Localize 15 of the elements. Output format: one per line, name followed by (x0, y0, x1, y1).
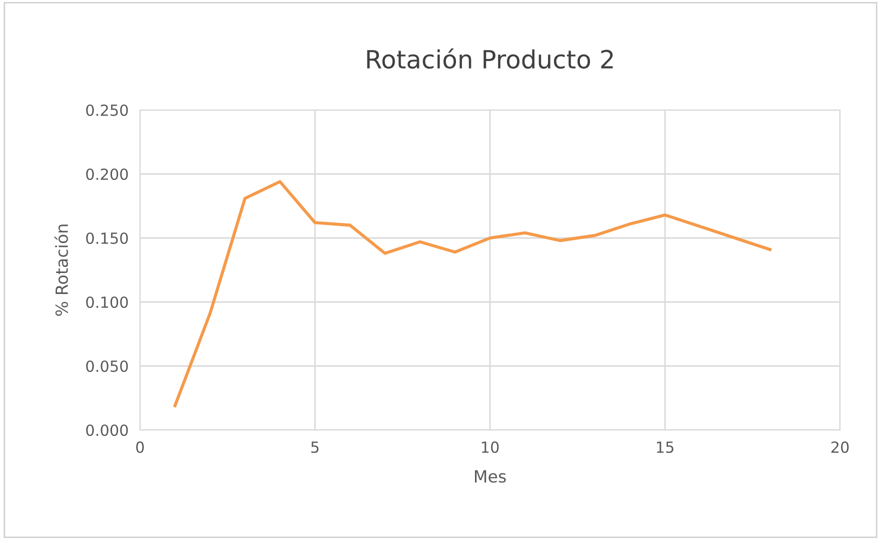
y-tick-label: 0.150 (86, 232, 128, 244)
x-axis-title: Mes (474, 470, 506, 483)
x-tick-label: 15 (656, 442, 674, 453)
y-tick-label: 0.100 (86, 296, 128, 308)
chart-title: Rotación Producto 2 (367, 48, 613, 69)
y-axis-title: % Rotación (54, 224, 68, 316)
x-tick-label: 5 (311, 442, 319, 453)
line-series (173, 180, 772, 408)
y-tick-label: 0.000 (86, 424, 128, 436)
y-tick-label: 0.050 (86, 360, 128, 372)
y-tick-label: 0.250 (86, 104, 128, 116)
x-tick-label: 0 (136, 441, 144, 453)
x-tick-label: 10 (482, 441, 499, 453)
y-tick-label: 0.200 (86, 168, 128, 180)
x-tick-label: 20 (831, 441, 849, 453)
